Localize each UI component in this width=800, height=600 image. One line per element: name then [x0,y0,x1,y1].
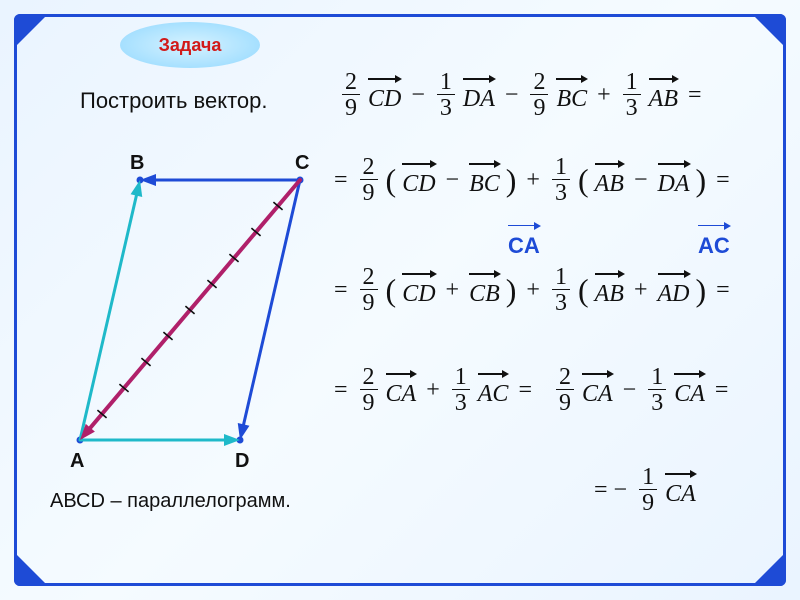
vec-da: DA [463,78,495,113]
vec-ab: AB [649,78,678,113]
frac-den: 3 [437,95,455,121]
caption-text: АВСD – параллелограмм. [50,490,291,513]
op-eq: = [334,167,348,194]
op-eq: = [518,377,532,404]
vec-ab: AB [595,163,624,198]
frac-den: 9 [360,180,378,206]
op-minus: − [623,377,637,404]
paren-close: ) [696,162,707,198]
eq-line-3: = 29 ( CD + CB ) + 13 ( AB + AD ) = [330,265,734,316]
frac-num: 2 [360,155,378,180]
frac-num: 2 [360,265,378,290]
op-eq: = [716,167,730,194]
vec-ad: AD [658,273,690,308]
frac-num: 2 [342,70,360,95]
frac-den: 9 [556,390,574,416]
eq-line-1: 29 CD − 13 DA − 29 BC + 13 AB = [340,70,706,121]
eq-line-5: = − 19 CA [590,465,696,516]
vec-bc: BC [556,78,587,113]
vec-ac: AC [478,373,509,408]
frac-num: 1 [552,155,570,180]
vec-cd: CD [402,163,435,198]
op-minus: − [634,167,648,194]
frac-num: 1 [552,265,570,290]
frac-den: 9 [530,95,548,121]
vec-bc: BC [469,163,500,198]
op-minus: − [446,167,460,194]
frac-num: 2 [360,365,378,390]
paren-close: ) [506,272,517,308]
vertex-label-c: С [295,152,309,175]
vertex-label-a: А [70,450,84,473]
frac-num: 1 [437,70,455,95]
paren-close: ) [696,272,707,308]
paren-close: ) [506,162,517,198]
frac-den: 9 [639,490,657,516]
frac-den: 3 [552,180,570,206]
op-eq: = [716,277,730,304]
task-badge-label: Задача [159,36,222,54]
frac-den: 9 [360,390,378,416]
vec-ca: CA [674,373,705,408]
op-plus: + [446,277,460,304]
op-eq: = [334,377,348,404]
vec-cd: CD [368,78,401,113]
paren-open: ( [578,272,589,308]
op-plus: + [426,377,440,404]
vertex-label-d: D [235,450,249,473]
op-plus: + [526,167,540,194]
op-minus: − [505,82,519,109]
frac-den: 3 [452,390,470,416]
frac-den: 3 [623,95,641,121]
frac-num: 1 [452,365,470,390]
task-badge: Задача [120,22,260,68]
vertex-label-b: В [130,152,144,175]
paren-open: ( [386,272,397,308]
vec-ca: CA [386,373,417,408]
op-eq: = [715,377,729,404]
op-eq: = [334,277,348,304]
vec-da: DA [658,163,690,198]
frac-num: 1 [639,465,657,490]
op-eq-neg: = − [594,477,627,504]
frac-num: 1 [648,365,666,390]
op-eq: = [688,82,702,109]
eq-line-2: = 29 ( CD − BC ) + 13 ( AB − DA ) = [330,155,734,206]
parallelogram-diagram: А В С D [40,140,340,470]
frac-den: 3 [552,290,570,316]
op-plus: + [597,82,611,109]
frac-den: 9 [342,95,360,121]
op-minus: − [411,82,425,109]
op-plus: + [526,277,540,304]
annotation-ac: AC [698,225,730,259]
vec-ca: CA [582,373,613,408]
vec-cb: CB [469,273,500,308]
frac-num: 2 [530,70,548,95]
frac-num: 2 [556,365,574,390]
vec-ca: CA [665,473,696,508]
paren-open: ( [578,162,589,198]
diagram-svg [40,140,340,480]
instruction-text: Построить вектор. [80,88,268,114]
anno-ac-text: AC [698,225,730,259]
op-plus: + [634,277,648,304]
vec-cd: CD [402,273,435,308]
frac-num: 1 [623,70,641,95]
frac-den: 3 [648,390,666,416]
anno-ca-text: CA [508,225,540,259]
frac-den: 9 [360,290,378,316]
paren-open: ( [386,162,397,198]
eq-line-4: = 29 CA + 13 AC = 29 CA − 13 CA = [330,365,732,416]
annotation-ca: CA [508,225,540,259]
vec-ab: AB [595,273,624,308]
